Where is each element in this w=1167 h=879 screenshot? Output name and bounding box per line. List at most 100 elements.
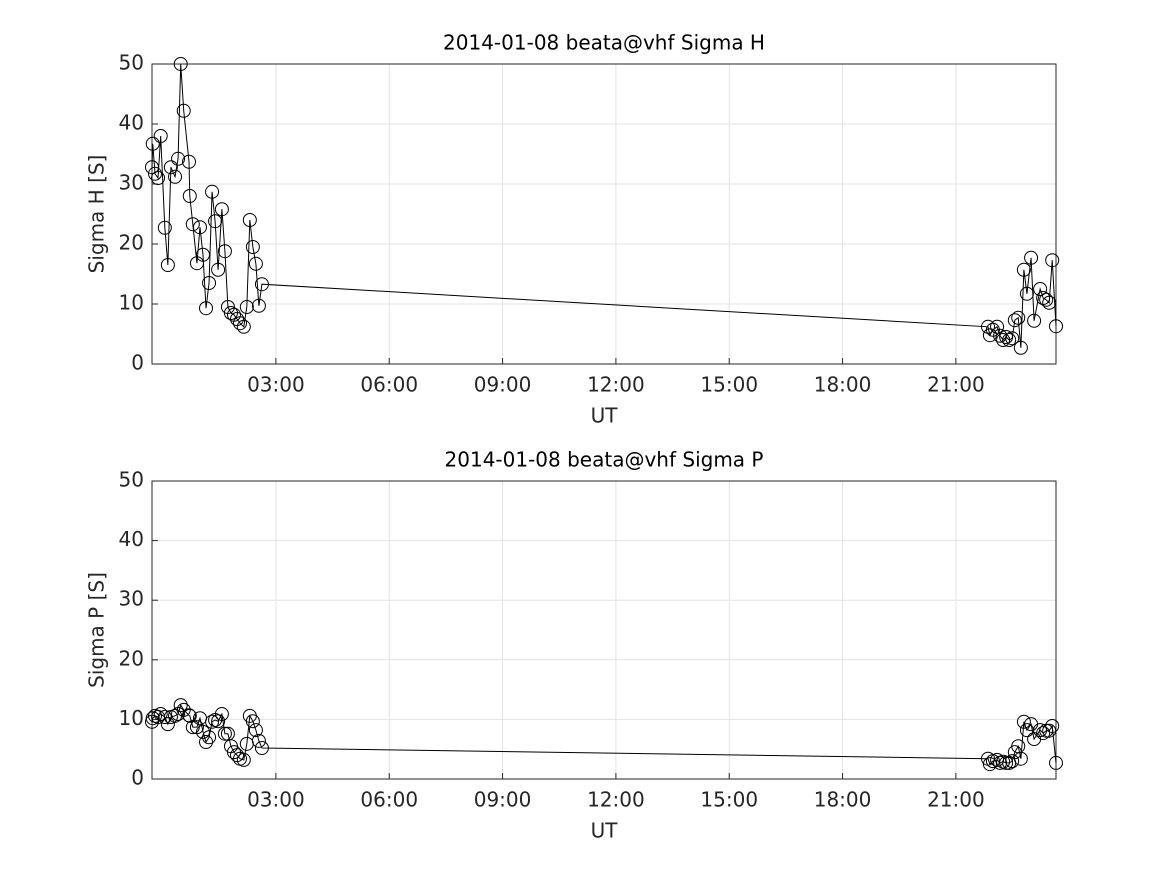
y-tick-label: 40 bbox=[119, 527, 144, 551]
x-tick-label: 03:00 bbox=[247, 373, 305, 397]
data-point bbox=[217, 244, 232, 259]
data-point bbox=[148, 166, 163, 181]
data-point bbox=[182, 154, 197, 169]
x-tick-label: 21:00 bbox=[927, 788, 985, 812]
data-line bbox=[151, 63, 1057, 348]
data-point bbox=[999, 755, 1014, 770]
data-point bbox=[1027, 313, 1042, 328]
data-point bbox=[1005, 754, 1020, 769]
data-point bbox=[990, 319, 1005, 334]
data-point bbox=[251, 298, 266, 313]
data-point bbox=[251, 733, 266, 748]
data-point bbox=[1036, 726, 1051, 741]
y-tick-label: 50 bbox=[119, 468, 144, 492]
data-point bbox=[199, 301, 214, 316]
data-point bbox=[1049, 319, 1063, 334]
data-point bbox=[1011, 310, 1026, 325]
y-tick-label: 50 bbox=[119, 51, 144, 75]
data-point bbox=[248, 256, 263, 271]
data-point bbox=[996, 333, 1011, 347]
axes-frame bbox=[151, 480, 1057, 780]
data-point bbox=[208, 214, 223, 229]
data-point bbox=[153, 129, 168, 143]
data-point bbox=[171, 151, 186, 166]
data-point bbox=[1045, 253, 1060, 268]
data-point bbox=[1005, 331, 1020, 346]
data-point bbox=[999, 330, 1014, 344]
data-point bbox=[145, 160, 159, 175]
data-point bbox=[248, 723, 263, 738]
axes-frame bbox=[151, 63, 1057, 365]
plot-area bbox=[152, 481, 1056, 779]
data-point bbox=[145, 711, 160, 726]
data-point bbox=[205, 714, 220, 729]
data-point bbox=[245, 240, 260, 254]
data-point bbox=[163, 160, 178, 175]
x-tick-label: 12:00 bbox=[587, 788, 645, 812]
x-tick-label: 09:00 bbox=[474, 788, 532, 812]
data-point bbox=[254, 741, 269, 756]
data-point bbox=[153, 707, 168, 722]
data-point bbox=[182, 708, 197, 723]
x-tick-label: 03:00 bbox=[247, 788, 305, 812]
y-tick-label: 0 bbox=[131, 351, 144, 375]
y-tick-label: 20 bbox=[119, 646, 144, 670]
data-point bbox=[157, 710, 172, 725]
data-point bbox=[202, 276, 217, 290]
data-point bbox=[211, 262, 226, 277]
data-point bbox=[217, 726, 232, 741]
x-tick-label: 18:00 bbox=[814, 373, 872, 397]
data-point bbox=[1033, 282, 1048, 296]
data-point bbox=[176, 103, 191, 118]
x-axis-label: UT bbox=[591, 819, 619, 843]
x-tick-label: 12:00 bbox=[587, 373, 645, 397]
data-point bbox=[245, 714, 260, 729]
x-tick-label: 21:00 bbox=[927, 373, 985, 397]
x-tick-label: 15:00 bbox=[700, 373, 758, 397]
y-tick-label: 20 bbox=[119, 231, 144, 255]
y-axis-label: Sigma H [S] bbox=[85, 155, 109, 274]
data-point bbox=[233, 316, 248, 331]
data-point bbox=[214, 202, 229, 217]
data-point bbox=[982, 757, 997, 772]
data-point bbox=[1013, 751, 1028, 766]
data-point bbox=[202, 730, 217, 745]
data-point bbox=[242, 213, 257, 227]
data-point bbox=[1042, 295, 1057, 310]
data-point bbox=[173, 698, 188, 713]
data-point bbox=[160, 717, 175, 732]
data-point bbox=[1024, 250, 1039, 265]
x-tick-label: 09:00 bbox=[474, 373, 532, 397]
data-point bbox=[192, 220, 207, 235]
data-point bbox=[199, 735, 214, 750]
plot-area bbox=[152, 64, 1056, 364]
y-tick-label: 10 bbox=[119, 706, 144, 730]
y-tick-label: 30 bbox=[119, 171, 144, 195]
data-point bbox=[182, 189, 197, 203]
data-point bbox=[229, 748, 244, 763]
y-tick-label: 30 bbox=[119, 587, 144, 611]
y-tick-label: 10 bbox=[119, 291, 144, 315]
data-point bbox=[205, 184, 220, 199]
x-tick-label: 06:00 bbox=[360, 788, 418, 812]
data-point bbox=[236, 752, 251, 767]
data-point bbox=[236, 319, 251, 334]
x-tick-label: 18:00 bbox=[814, 788, 872, 812]
data-point bbox=[1045, 718, 1060, 733]
data-point bbox=[1002, 333, 1017, 347]
data-point bbox=[211, 714, 226, 729]
x-axis-label: UT bbox=[591, 404, 619, 428]
data-point bbox=[145, 136, 160, 151]
y-axis-label: Sigma P [S] bbox=[85, 572, 109, 688]
data-point bbox=[1049, 755, 1063, 770]
data-point bbox=[195, 247, 210, 262]
data-point bbox=[254, 277, 269, 292]
data-point bbox=[1016, 262, 1031, 277]
chart-title: 2014-01-08 beata@vhf Sigma H bbox=[443, 31, 765, 55]
data-point bbox=[1013, 340, 1028, 355]
y-tick-label: 40 bbox=[119, 111, 144, 135]
data-point bbox=[160, 258, 175, 272]
data-point bbox=[214, 707, 229, 722]
